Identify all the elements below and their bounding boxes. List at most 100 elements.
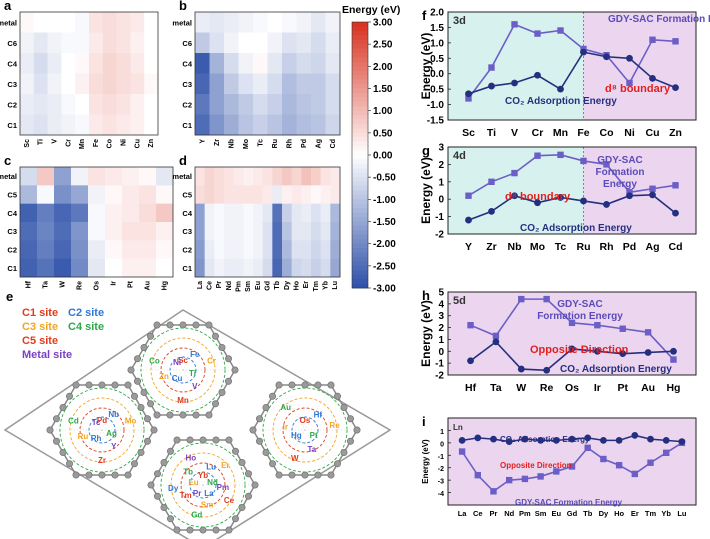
heatmap-cell <box>195 73 210 95</box>
heatmap-cell <box>291 185 302 204</box>
heatmap-cell <box>144 73 159 95</box>
heatmap-col-label: Co <box>107 139 114 148</box>
colorbar-segment <box>352 66 368 72</box>
heatmap-cell <box>243 203 254 223</box>
heatmap-cell <box>282 222 292 241</box>
heatmap-cell <box>20 203 38 223</box>
heatmap-row-label: C1 <box>7 121 17 130</box>
site-circle <box>291 416 319 444</box>
colorbar-segment <box>352 256 368 262</box>
data-point-circle <box>672 209 679 217</box>
site-element-label: Ru <box>78 432 89 441</box>
site-circle <box>180 462 226 508</box>
panel-label-g: g <box>422 143 430 158</box>
annotation-text: d⁸ boundary <box>605 83 671 95</box>
heatmap-cell <box>89 32 104 54</box>
y-tick-label: 3 <box>438 143 444 154</box>
x-tick-label: W <box>516 382 526 394</box>
colorbar-segment <box>352 181 368 187</box>
carbon-atom <box>150 426 158 434</box>
panel-label-e: e <box>6 289 13 304</box>
annotation-text: CO₂ Adsorption Energy <box>560 364 672 375</box>
annotation-line: GDY-SAC <box>557 299 603 310</box>
colorbar-tick-label: 2.00 <box>373 62 393 73</box>
site-circle <box>79 407 125 453</box>
series-tag: 5d <box>453 295 466 307</box>
y-tick-label: 1 <box>440 429 444 436</box>
data-point-square <box>543 295 550 303</box>
heatmap-cell <box>204 203 215 223</box>
site-circle <box>272 397 338 463</box>
heatmap-cell <box>122 222 140 241</box>
line-chart-f: f -1.5 -1.0 -0.5 0.0 0.5 1.0 1.5 2.0 Energy (eV) S… <box>419 8 710 140</box>
heatmap-cell <box>195 53 210 74</box>
site-element-label: Fe <box>190 350 200 359</box>
heatmap-cell <box>130 12 145 33</box>
carbon-atom <box>179 411 187 419</box>
heatmap-cell <box>296 32 312 54</box>
heatmap-cell <box>224 185 234 204</box>
x-tick-label: Pr <box>490 509 498 518</box>
carbon-atom <box>225 355 233 363</box>
heatmap-cell <box>209 53 225 74</box>
data-point-square <box>619 325 626 332</box>
heatmap-cell <box>320 185 331 204</box>
carbon-atom <box>186 436 194 444</box>
colorbar-segment <box>352 230 368 236</box>
carbon-atom <box>301 381 309 389</box>
heatmap-col-label: Rh <box>286 139 293 148</box>
data-point-circle <box>615 436 623 444</box>
y-tick-label: 2.0 <box>430 8 444 19</box>
site-element-label: Ta <box>307 445 316 454</box>
heatmap-col-label: Re <box>77 281 84 290</box>
heatmap-cell <box>33 53 48 74</box>
carbon-atom <box>333 392 341 400</box>
heatmap-cell <box>262 167 273 186</box>
annotation-formation: GDY-SAC Formation Energy <box>537 299 623 322</box>
site-legend-entry: Metal site <box>22 349 72 361</box>
heatmap-row-label: C6 <box>182 39 192 48</box>
heatmap-cell <box>20 258 38 278</box>
y-axis-label: Energy (eV) <box>419 300 433 367</box>
data-point-circle <box>492 338 500 346</box>
data-point-circle <box>517 365 525 373</box>
heatmap-cell <box>330 203 341 223</box>
carbon-atom <box>225 436 233 444</box>
site-element-label: Ce <box>224 496 235 505</box>
heatmap-cell <box>253 203 263 223</box>
data-point-circle <box>537 436 544 444</box>
heatmap-cell <box>243 258 254 278</box>
carbon-atom <box>154 492 162 500</box>
heatmap-cell <box>47 32 62 54</box>
heatmap-col-label: Ta <box>43 281 50 289</box>
heatmap-cell <box>75 73 90 95</box>
line-chart-i: i -4 -3 -2 -1 0 1 Energy (eV) La Ce Pr Nd Pm Sm Eu Gd Tb… <box>421 414 697 518</box>
heatmap-cell <box>311 53 326 74</box>
colorbar-segment <box>352 137 368 143</box>
heatmap-cell <box>102 73 117 95</box>
x-tick-label: Pm <box>519 509 531 518</box>
heatmap-cell <box>330 240 341 259</box>
carbon-atom <box>111 381 119 389</box>
heatmap-cell <box>156 203 174 223</box>
data-point-square <box>511 169 518 177</box>
colorbar-tick-label: 0.50 <box>373 128 393 139</box>
carbon-atom <box>251 481 259 489</box>
heatmap-col-label: Os <box>94 281 101 290</box>
heatmap-row-label: metal <box>172 172 192 181</box>
data-point-circle <box>649 191 656 199</box>
y-axis-label: Energy (eV) <box>419 157 433 224</box>
heatmap-cell <box>296 73 312 95</box>
colorbar-segment <box>352 75 368 81</box>
heatmap-cell <box>282 240 292 259</box>
heatmap-cell <box>156 240 174 259</box>
x-tick-label: Cu <box>646 127 660 139</box>
site-circle <box>262 387 348 473</box>
colorbar-segment <box>352 123 368 129</box>
heatmap-cell <box>61 53 76 74</box>
site-element-label: Ag <box>106 429 117 438</box>
carbon-atom <box>144 415 152 423</box>
heatmap-col-label: Sm <box>245 281 252 292</box>
heatmap-cell <box>233 240 244 259</box>
